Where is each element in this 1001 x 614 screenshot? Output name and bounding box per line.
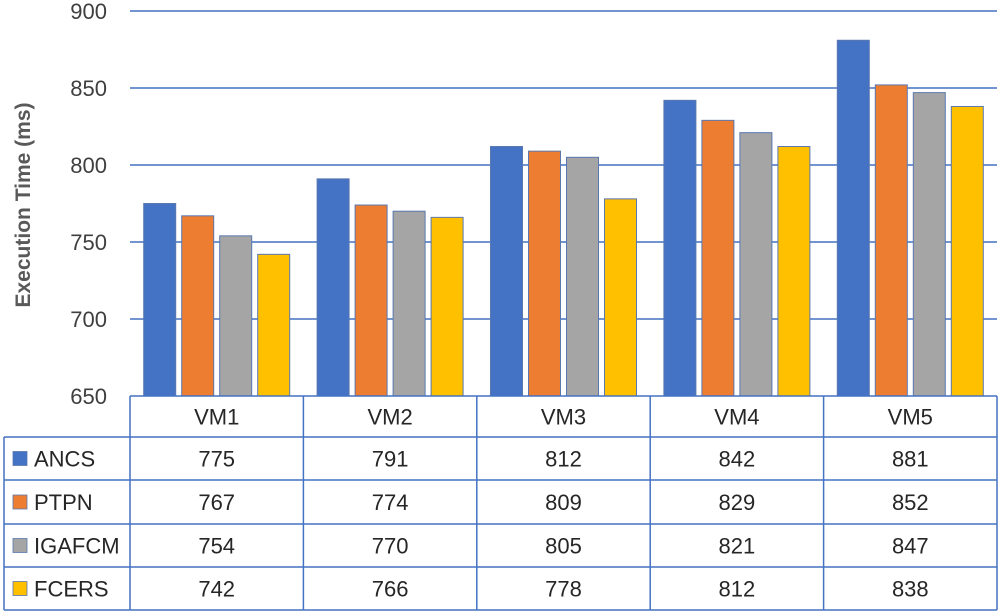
bar-fcers-vm1: [257, 253, 291, 397]
bar-ancs-vm2: [316, 178, 350, 397]
bar-ptpn-vm4: [701, 119, 735, 397]
x-tick-label: VM1: [194, 405, 239, 430]
legend-label-ancs: ANCS: [34, 447, 95, 472]
bar-ancs-vm1: [143, 203, 177, 397]
legend-key-igafcm: [12, 538, 28, 553]
data-label: 842: [719, 447, 756, 472]
data-label: 805: [545, 534, 582, 559]
bar-igafcm-vm1: [219, 235, 253, 397]
data-label: 821: [719, 534, 756, 559]
bar-ptpn-vm3: [528, 150, 561, 397]
bar-ancs-vm3: [490, 146, 523, 397]
bar-igafcm-vm4: [739, 132, 773, 397]
data-label: 812: [719, 577, 756, 602]
bar-ancs-vm5: [836, 39, 870, 397]
y-tick-label: 650: [70, 384, 107, 409]
legend-key-ptpn: [12, 494, 28, 510]
legend-key-fcers: [12, 581, 28, 596]
data-label: 809: [545, 490, 582, 515]
bar-igafcm-vm2: [392, 210, 426, 397]
bar-fcers-vm4: [777, 146, 811, 397]
data-label: 767: [198, 490, 235, 515]
bar-igafcm-vm5: [912, 92, 946, 397]
y-tick-label: 750: [70, 230, 107, 255]
bar-ptpn-vm1: [181, 215, 215, 397]
data-label: 881: [892, 447, 929, 472]
data-label: 829: [719, 490, 756, 515]
y-axis-label: Execution Time (ms): [12, 103, 35, 308]
y-tick-label: 850: [70, 76, 107, 101]
y-axis-ticks: 650 700 750 800 850 900: [70, 0, 107, 409]
bar-fcers-vm2: [430, 216, 464, 397]
data-table: VM1 VM2 VM3 VM4 VM5 ANCS 775 791 812 842 881 PTPN 76…: [3, 395, 998, 611]
bar-fcers-vm5: [950, 105, 984, 397]
data-label: 778: [545, 577, 582, 602]
data-label: 838: [892, 577, 929, 602]
bar-fcers-vm3: [604, 198, 637, 397]
y-tick-label: 800: [70, 153, 107, 178]
bar-ancs-vm4: [663, 99, 697, 397]
x-tick-label: VM2: [367, 405, 412, 430]
x-tick-label: VM3: [541, 405, 586, 430]
bar-igafcm-vm3: [566, 156, 599, 397]
legend-label-igafcm: IGAFCM: [34, 534, 120, 559]
data-label: 791: [372, 447, 409, 472]
data-label: 742: [198, 577, 235, 602]
bars: [143, 39, 984, 397]
data-label: 775: [198, 447, 235, 472]
data-label: 812: [545, 447, 582, 472]
legend-key-ancs: [12, 451, 28, 466]
legend-label-ptpn: PTPN: [34, 490, 93, 515]
y-tick-label: 700: [70, 307, 107, 332]
data-label: 774: [372, 490, 409, 515]
data-label: 754: [198, 534, 235, 559]
data-label: 852: [892, 490, 929, 515]
bar-ptpn-vm2: [354, 204, 388, 397]
y-tick-label: 900: [70, 0, 107, 24]
legend-label-fcers: FCERS: [34, 577, 109, 602]
bar-ptpn-vm5: [874, 84, 908, 397]
x-tick-label: VM5: [888, 405, 933, 430]
data-label: 766: [372, 577, 409, 602]
data-label: 847: [892, 534, 929, 559]
data-label: 770: [372, 534, 409, 559]
x-tick-label: VM4: [714, 405, 759, 430]
